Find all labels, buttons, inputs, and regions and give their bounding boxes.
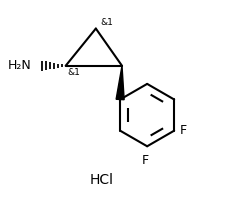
Text: H₂N: H₂N [8, 59, 31, 72]
Text: F: F [180, 124, 187, 137]
Text: &1: &1 [101, 18, 114, 27]
Polygon shape [116, 66, 124, 100]
Text: &1: &1 [68, 68, 81, 77]
Text: HCl: HCl [90, 173, 114, 186]
Text: F: F [142, 154, 149, 167]
